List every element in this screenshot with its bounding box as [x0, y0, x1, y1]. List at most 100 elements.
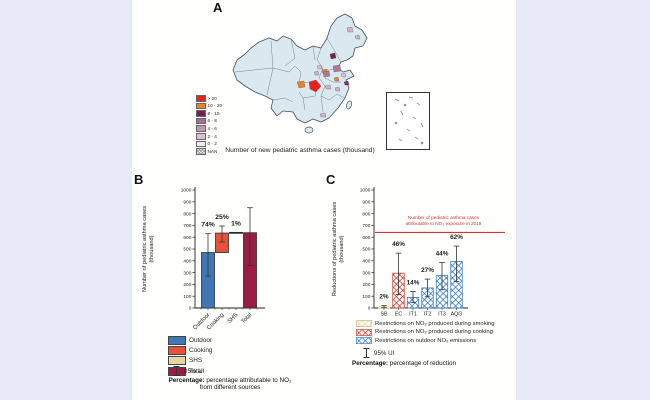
- province-values: [296, 26, 361, 118]
- error-bar-icon: [363, 348, 370, 358]
- legend-label: 4 - 6: [207, 126, 217, 132]
- legend-swatch: [196, 117, 206, 125]
- svg-text:500: 500: [183, 247, 191, 253]
- svg-text:SHS: SHS: [227, 312, 240, 325]
- svg-text:25%: 25%: [215, 214, 229, 221]
- svg-text:0: 0: [189, 306, 192, 312]
- panel-b-ui-legend: 95% UI: [172, 365, 204, 377]
- svg-text:800: 800: [183, 211, 191, 217]
- note-text-line2: from different sources: [199, 384, 261, 392]
- svg-text:300: 300: [183, 270, 191, 276]
- panel-c-note: Percentage: percentage of reduction: [352, 360, 456, 367]
- panel-a-label: A: [213, 0, 223, 15]
- note-text: percentage attributable to NO₂: [204, 377, 292, 384]
- panel-b-chart: 0 100 200 300 400 500 600 700 800 900 1000 Number o…: [142, 187, 265, 331]
- svg-text:SB: SB: [380, 312, 388, 318]
- svg-text:EC: EC: [395, 312, 403, 318]
- legend-swatch: [196, 140, 206, 148]
- svg-text:AQG: AQG: [451, 312, 463, 318]
- svg-text:500: 500: [362, 247, 370, 253]
- ui-label: 95% UI: [184, 367, 205, 375]
- svg-text:Number of pediatric asthma cas: Number of pediatric asthma cases: [408, 215, 480, 220]
- legend-swatch-smoking: [356, 320, 372, 327]
- svg-text:900: 900: [362, 200, 370, 206]
- province-borders: [234, 37, 346, 113]
- svg-text:IT2: IT2: [424, 312, 432, 318]
- svg-text:IT3: IT3: [438, 312, 446, 318]
- china-outline: [232, 13, 368, 134]
- svg-text:attributable to NO₂ exposure i: attributable to NO₂ exposure in 2019: [406, 221, 482, 226]
- legend-swatch-outdoor-no2: [356, 337, 372, 345]
- legend-label: Restrictions on NO₂ produced during cook…: [375, 329, 493, 336]
- svg-text:200: 200: [362, 282, 370, 288]
- svg-text:1%: 1%: [231, 220, 241, 227]
- svg-text:Number of pediatric asthma cas: Number of pediatric asthma cases: [142, 206, 148, 292]
- svg-text:900: 900: [183, 200, 191, 206]
- svg-text:74%: 74%: [201, 222, 215, 229]
- inset-islands: [394, 96, 424, 145]
- svg-text:44%: 44%: [436, 250, 449, 257]
- legend-swatch-nan: [196, 148, 206, 155]
- map-caption: Number of new pediatric asthma cases (th…: [225, 147, 375, 154]
- note-text: percentage of reduction: [388, 360, 456, 367]
- legend-label: 6 - 8: [207, 118, 217, 124]
- china-map: [232, 13, 368, 134]
- legend-swatch: [196, 95, 206, 102]
- legend-swatch: [196, 125, 206, 132]
- legend-swatch-cooking: [168, 346, 186, 356]
- legend-label: Restrictions on outdoor NO₂ emissions: [375, 337, 477, 344]
- legend-swatch: [196, 110, 206, 117]
- svg-text:62%: 62%: [450, 234, 463, 241]
- legend-swatch-shs: [168, 356, 186, 366]
- legend-label: Outdoor: [189, 337, 213, 344]
- svg-text:600: 600: [183, 235, 191, 241]
- legend-label: 8 - 10: [207, 110, 220, 116]
- note-keyword: Percentage:: [168, 377, 205, 384]
- panel-b-note: Percentage: percentage attributable to N…: [146, 377, 314, 391]
- legend-label: 2 - 4: [207, 133, 217, 139]
- svg-text:400: 400: [183, 259, 191, 265]
- svg-text:400: 400: [362, 259, 370, 265]
- svg-text:27%: 27%: [421, 267, 434, 274]
- legend-swatch: [196, 102, 206, 110]
- map-legend: > 20 10 - 20 8 - 10 6 - 8 4 - 6 2 - 4 0 …: [196, 95, 222, 156]
- svg-text:700: 700: [362, 223, 370, 229]
- svg-text:1000: 1000: [181, 188, 192, 194]
- ui-label: 95% UI: [374, 349, 395, 357]
- svg-text:200: 200: [183, 282, 191, 288]
- svg-text:800: 800: [362, 211, 370, 217]
- legend-label: NAN: [207, 148, 218, 154]
- panel-c-label: C: [326, 172, 336, 187]
- error-bar-icon: [173, 366, 180, 376]
- legend-label: Restrictions on NO₂ produced during smok…: [375, 320, 495, 327]
- svg-text:700: 700: [183, 223, 191, 229]
- svg-text:Total: Total: [241, 312, 254, 325]
- south-china-sea-inset: [386, 92, 430, 150]
- legend-label: > 20: [207, 95, 217, 101]
- svg-text:(thousand): (thousand): [149, 235, 155, 262]
- legend-swatch-cooking: [356, 328, 372, 336]
- legend-label: Total: [189, 367, 203, 375]
- legend-label: Cooking: [189, 347, 213, 355]
- svg-text:IT1: IT1: [409, 312, 417, 318]
- svg-text:600: 600: [362, 235, 370, 241]
- svg-text:100: 100: [183, 294, 191, 300]
- panel-c-ui-legend: 95% UI: [362, 347, 394, 359]
- svg-text:300: 300: [362, 270, 370, 276]
- hainan-island: [304, 126, 314, 134]
- svg-text:46%: 46%: [392, 241, 405, 248]
- svg-text:0: 0: [368, 306, 371, 312]
- legend-label: SHS: [189, 357, 203, 365]
- legend-swatch-outdoor: [168, 336, 186, 345]
- svg-text:(thousand): (thousand): [339, 235, 345, 262]
- svg-text:100: 100: [362, 294, 370, 300]
- taiwan-island: [346, 100, 352, 110]
- panel-b-label: B: [134, 172, 144, 187]
- svg-text:2%: 2%: [379, 294, 389, 301]
- legend-label: 0 - 2: [207, 141, 217, 147]
- panel-c-legend: Restrictions on NO₂ produced during smok…: [356, 320, 495, 346]
- note-keyword: Percentage:: [352, 360, 389, 367]
- svg-text:1000: 1000: [360, 188, 371, 194]
- legend-swatch: [196, 132, 206, 140]
- svg-text:Reductions of pediatric asthma: Reductions of pediatric asthma cases: [332, 202, 338, 297]
